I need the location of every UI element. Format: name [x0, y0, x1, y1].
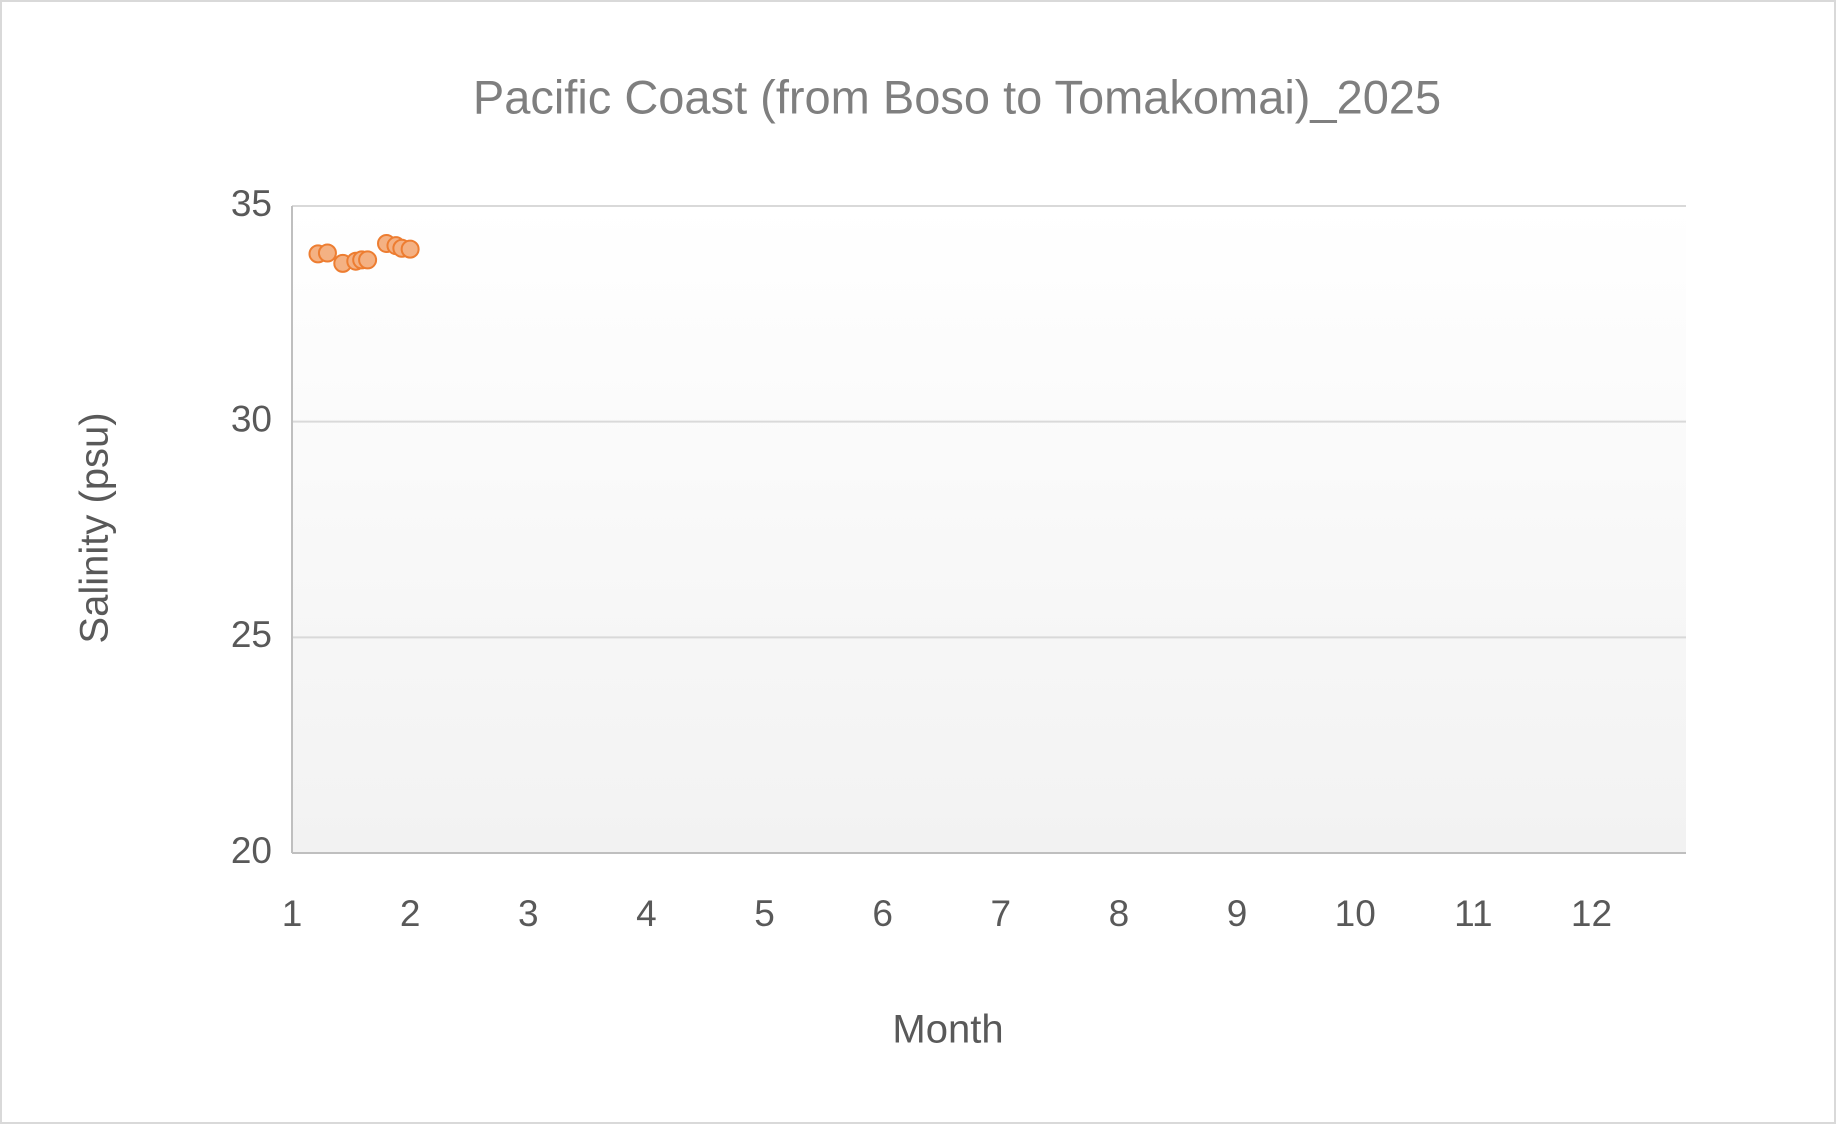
x-tick-label: 5	[754, 893, 775, 934]
x-tick-label: 3	[518, 893, 539, 934]
x-tick-label: 10	[1335, 893, 1376, 934]
x-tick-label: 11	[1454, 893, 1492, 934]
chart-title: Pacific Coast (from Boso to Tomakomai)_2…	[473, 70, 1441, 123]
point	[400, 239, 420, 259]
x-tick-label: 6	[872, 893, 893, 934]
x-tick-label: 2	[400, 893, 421, 934]
x-tick-label: 4	[636, 893, 657, 934]
x-axis-label: Month	[892, 1008, 1003, 1052]
y-tick-label: 25	[231, 614, 272, 655]
x-tick-label: 8	[1109, 893, 1130, 934]
y-tick-label: 20	[231, 830, 272, 871]
x-tick-label: 7	[991, 893, 1012, 934]
plot-area	[292, 206, 1686, 853]
point	[317, 243, 337, 263]
x-tick-label: 9	[1227, 893, 1248, 934]
x-tick-label: 1	[282, 893, 303, 934]
y-tick-label: 35	[231, 183, 272, 224]
x-tick-label: 12	[1571, 893, 1612, 934]
y-tick-label: 30	[231, 398, 272, 439]
point	[358, 250, 378, 270]
y-axis-label: Salinity (psu)	[73, 412, 117, 643]
